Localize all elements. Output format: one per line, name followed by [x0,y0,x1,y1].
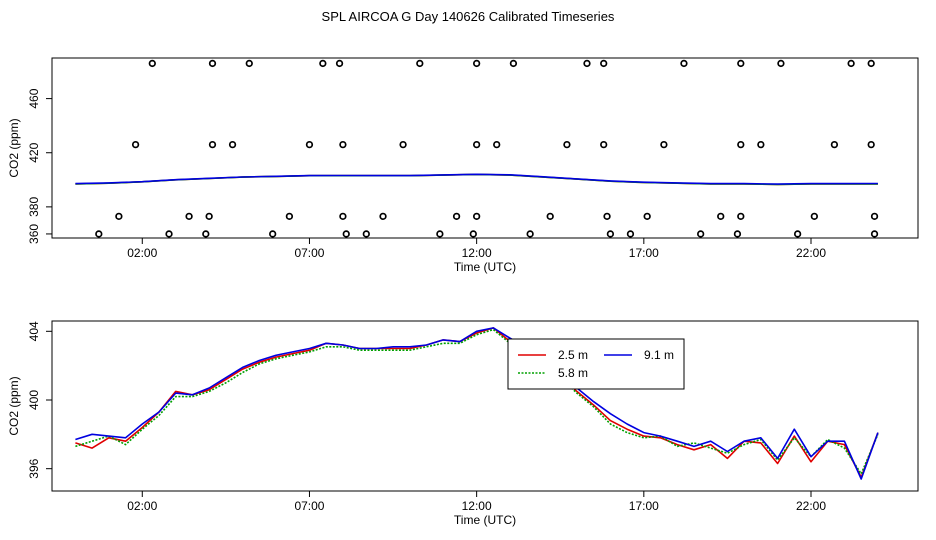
scatter-point [131,140,140,149]
scatter-point [867,140,875,149]
scatter-point [339,212,347,220]
scatter-point [208,59,217,68]
scatter-point [269,230,277,238]
x-tick-label: 12:00 [462,499,492,513]
x-tick-label: 02:00 [127,499,157,513]
scatter-point [870,212,879,220]
series-line-9-1-m [75,173,878,185]
series-line-5-8-m [75,328,879,475]
scatter-point [472,140,481,149]
scatter-point [342,230,350,238]
scatter-point [339,140,347,149]
scatter-point [526,230,534,238]
legend-label: 2.5 m [558,348,588,362]
x-tick-label: 07:00 [294,499,324,513]
scatter-point [319,59,327,68]
scatter-point [185,212,193,220]
scatter-point [600,140,608,149]
x-tick-label: 02:00 [127,246,157,260]
plot-frame [51,320,919,492]
series-line-2-5-m [75,327,879,479]
scatter-point [362,230,370,238]
y-tick-label: 380 [27,197,41,217]
scatter-point [205,212,213,220]
scatter-point [472,212,481,220]
y-tick-label: 400 [27,390,41,410]
scatter-point [563,140,571,149]
scatter-point [603,212,611,220]
scatter-point [643,212,651,220]
legend-label: 9.1 m [644,348,674,362]
x-tick-label: 07:00 [294,246,324,260]
y-tick-label: 460 [27,88,41,108]
scatter-point [717,212,725,220]
scatter-point [680,59,688,68]
scatter-point [777,59,785,68]
legend-label: 5.8 m [558,366,588,380]
chart-title: SPL AIRCOA G Day 140626 Calibrated Times… [321,9,615,24]
scatter-point [583,59,591,68]
scatter-point [245,59,253,68]
scatter-point [737,212,745,220]
y-tick-label: 404 [27,321,41,341]
scatter-point [793,230,802,238]
x-tick-label: 22:00 [796,246,826,260]
scatter-point [165,230,173,238]
scatter-point [95,230,103,238]
scatter-point [697,230,705,238]
scatter-point [606,230,615,238]
x-tick-label: 17:00 [629,246,659,260]
scatter-point [830,140,839,149]
scatter-point [509,59,518,68]
scatter-point [546,212,554,220]
scatter-point [737,59,745,68]
scatter-point [452,212,461,220]
scatter-point [379,212,387,220]
scatter-point [228,140,237,149]
scatter-point [626,230,635,238]
x-tick-label: 22:00 [796,499,826,513]
scatter-point [305,140,314,149]
y-tick-label: 420 [27,142,41,162]
scatter-point [285,212,294,220]
scatter-point [472,59,481,68]
y-axis-label: CO2 (ppm) [7,118,21,177]
scatter-point [148,59,156,68]
scatter-point [469,230,477,238]
scatter-point [399,140,407,149]
scatter-point [416,59,424,68]
legend-box [507,338,685,390]
x-axis-label: Time (UTC) [454,513,516,527]
scatter-point [847,59,855,68]
scatter-point [737,140,745,149]
scatter-point [208,140,217,149]
scatter-point [867,59,875,68]
y-tick-label: 396 [27,458,41,478]
y-axis-label: CO2 (ppm) [7,376,21,435]
scatter-point [115,212,123,220]
scatter-point [810,212,818,220]
scatter-point [870,230,879,238]
x-tick-label: 17:00 [629,499,659,513]
y-tick-label: 360 [27,224,41,244]
scatter-point [493,140,501,149]
series-line-9-1-m [75,327,879,480]
scatter-point [436,230,444,238]
scatter-point [660,140,668,149]
scatter-point [600,59,608,68]
scatter-point [733,230,742,238]
scatter-point [757,140,765,149]
plot-frame [51,57,919,239]
scatter-point [335,59,344,68]
x-tick-label: 12:00 [462,246,492,260]
scatter-point [202,230,210,238]
x-axis-label: Time (UTC) [454,260,516,274]
